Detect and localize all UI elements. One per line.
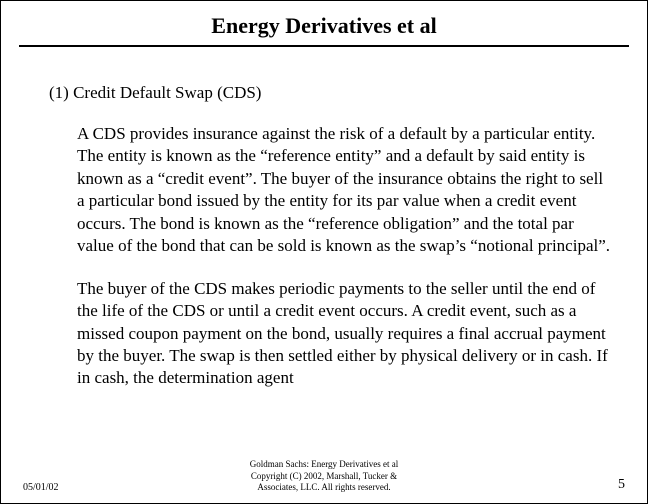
footer-line-1: Goldman Sachs: Energy Derivatives et al [143, 459, 505, 470]
section-number: (1) [49, 83, 69, 102]
slide: Energy Derivatives et al (1) Credit Defa… [0, 0, 648, 504]
page-number: 5 [505, 477, 625, 493]
footer-line-2: Copyright (C) 2002, Marshall, Tucker & [143, 471, 505, 482]
footer-date: 05/01/02 [23, 482, 143, 493]
footer-line-3: Associates, LLC. All rights reserved. [143, 482, 505, 493]
paragraph-1: A CDS provides insurance against the ris… [77, 123, 611, 258]
title-wrap: Energy Derivatives et al [25, 13, 623, 45]
section-heading: (1) Credit Default Swap (CDS) [49, 83, 611, 103]
section-title: Credit Default Swap (CDS) [73, 83, 261, 102]
paragraph-2: The buyer of the CDS makes periodic paym… [77, 278, 611, 390]
footer-center: Goldman Sachs: Energy Derivatives et al … [143, 459, 505, 493]
slide-title: Energy Derivatives et al [25, 13, 623, 39]
content-area: (1) Credit Default Swap (CDS) A CDS prov… [25, 47, 623, 390]
footer: 05/01/02 Goldman Sachs: Energy Derivativ… [1, 459, 647, 493]
